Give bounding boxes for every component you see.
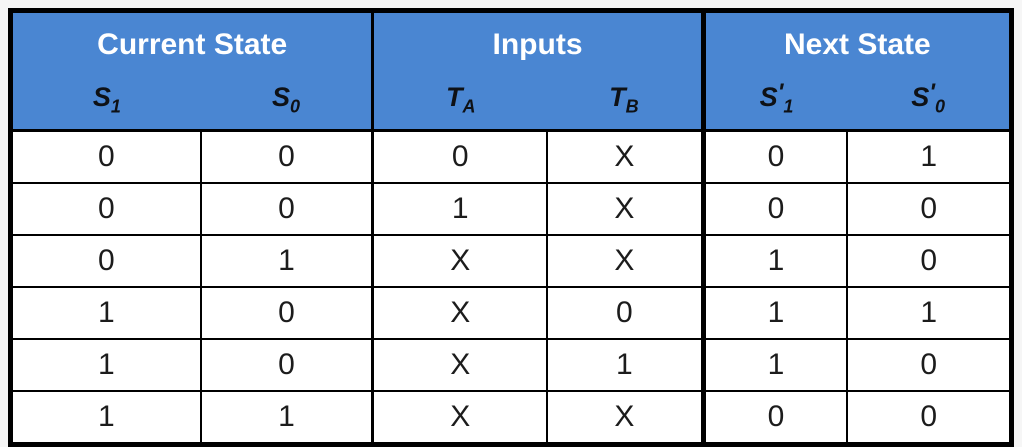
cell-r2-ta: X — [371, 234, 549, 288]
column-header-prime: ' — [777, 79, 784, 106]
cell-r2-s1: 0 — [9, 234, 202, 288]
cell-r0-ta: 0 — [371, 129, 549, 184]
column-header-base: S — [759, 82, 778, 112]
cell-r3-ta: X — [371, 286, 549, 340]
column-header-sub: 0 — [290, 96, 301, 117]
cell-r1-tb: X — [546, 182, 705, 236]
cell-r2-s1-next: 1 — [700, 234, 849, 288]
cell-r5-tb: X — [546, 390, 705, 446]
cell-r5-s0: 1 — [199, 390, 374, 446]
column-header-sub: 1 — [110, 96, 121, 117]
state-transition-table: Current State Inputs Next State S1 S0 TA… — [8, 8, 1014, 447]
section-title-current-state: Current State — [10, 10, 373, 69]
column-header-base: S — [911, 82, 930, 112]
cell-r5-s1-next: 0 — [700, 390, 849, 446]
cell-r3-tb: 0 — [546, 286, 705, 340]
cell-r4-tb: 1 — [546, 338, 705, 392]
cell-r0-tb: X — [546, 129, 705, 184]
column-header-sub: 0 — [935, 96, 946, 117]
column-header-base: T — [609, 82, 626, 112]
cell-r0-s0-next: 1 — [846, 129, 1013, 184]
column-header-s1-next: S'1 — [700, 69, 848, 132]
column-header-s0-next: S'0 — [847, 69, 1012, 132]
cell-r3-s0-next: 1 — [846, 286, 1013, 340]
cell-r0-s1: 0 — [9, 129, 202, 184]
cell-r4-s0: 0 — [199, 338, 374, 392]
cell-r5-s0-next: 0 — [846, 390, 1013, 446]
table-row: 1 0 X 1 1 0 — [9, 338, 1013, 392]
cell-r1-ta: 1 — [371, 182, 549, 236]
column-header-sub: 1 — [783, 96, 794, 117]
cell-r4-ta: X — [371, 338, 549, 392]
column-header-s0: S0 — [200, 69, 373, 132]
table-row: 0 0 1 X 0 0 — [9, 182, 1013, 236]
cell-r4-s0-next: 0 — [846, 338, 1013, 392]
column-header-tb: TB — [547, 69, 704, 132]
cell-r5-ta: X — [371, 390, 549, 446]
cell-r3-s1-next: 1 — [700, 286, 849, 340]
table-row: 0 0 0 X 0 1 — [9, 129, 1013, 184]
section-header-row: Current State Inputs Next State — [10, 10, 1012, 69]
column-header-ta: TA — [371, 69, 548, 132]
cell-r5-s1: 1 — [9, 390, 202, 446]
cell-r1-s0: 0 — [199, 182, 374, 236]
cell-r1-s1-next: 0 — [700, 182, 849, 236]
cell-r1-s1: 0 — [9, 182, 202, 236]
column-header-base: S — [92, 82, 111, 112]
cell-r4-s1-next: 1 — [700, 338, 849, 392]
cell-r0-s1-next: 0 — [700, 129, 849, 184]
section-title-next-state: Next State — [700, 10, 1012, 69]
cell-r2-tb: X — [546, 234, 705, 288]
column-header-sub: A — [462, 96, 476, 117]
column-header-s1: S1 — [10, 69, 201, 132]
table-row: 1 0 X 0 1 1 — [9, 286, 1013, 340]
cell-r3-s1: 1 — [9, 286, 202, 340]
column-header-prime: ' — [929, 79, 936, 106]
cell-r3-s0: 0 — [199, 286, 374, 340]
column-header-base: T — [445, 82, 463, 112]
column-header-base: S — [272, 82, 291, 112]
table-row: 1 1 X X 0 0 — [9, 390, 1013, 446]
column-header-row: S1 S0 TA TB S'1 S'0 — [10, 69, 1012, 132]
cell-r0-s0: 0 — [199, 129, 374, 184]
section-title-inputs: Inputs — [371, 10, 704, 69]
cell-r1-s0-next: 0 — [846, 182, 1013, 236]
cell-r2-s0-next: 0 — [846, 234, 1013, 288]
page-background: { "table": { "sections": [ { "title": "C… — [8, 8, 1014, 447]
column-header-sub: B — [625, 96, 639, 117]
cell-r2-s0: 1 — [199, 234, 374, 288]
table-row: 0 1 X X 1 0 — [9, 234, 1013, 288]
cell-r4-s1: 1 — [9, 338, 202, 392]
